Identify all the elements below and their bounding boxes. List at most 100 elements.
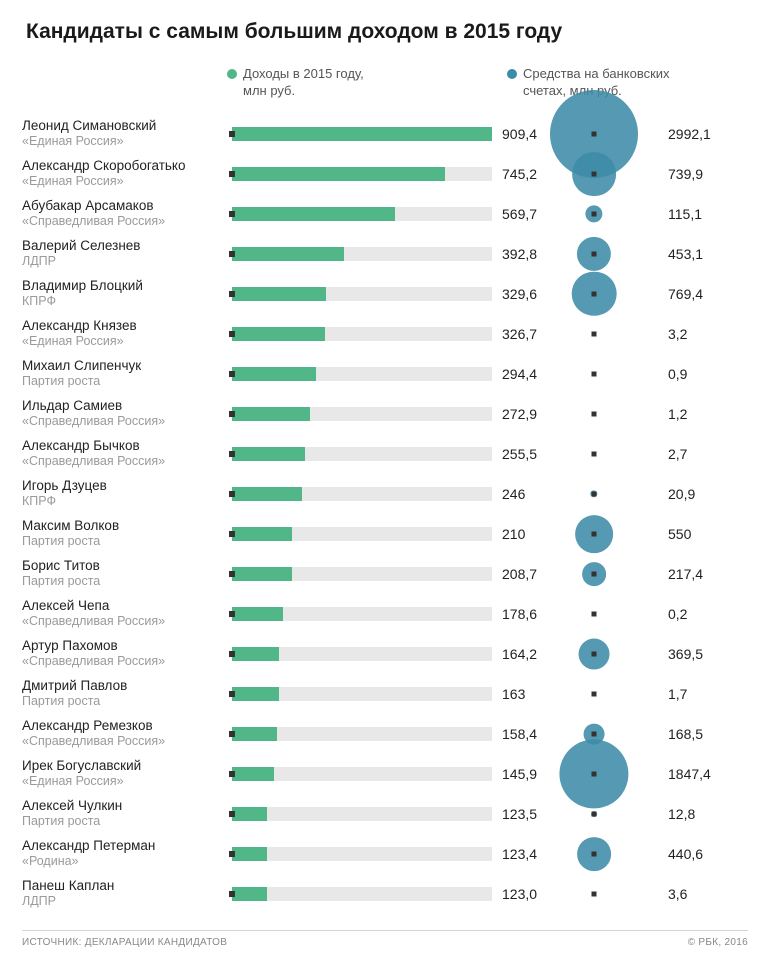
income-bar — [232, 127, 492, 141]
candidate-label: Александр Скоробогатько«Единая Россия» — [22, 158, 232, 189]
bank-bubble — [554, 874, 664, 914]
candidate-label: Александр Петерман«Родина» — [22, 838, 232, 869]
bank-bubble — [554, 234, 664, 274]
candidate-label: Александр Ремезков«Справедливая Россия» — [22, 718, 232, 749]
candidate-label: Александр Бычков«Справедливая Россия» — [22, 438, 232, 469]
candidate-row: Игорь ДзуцевКПРФ24620,9 — [22, 474, 748, 514]
income-value: 123,0 — [492, 886, 554, 902]
bank-bubble — [554, 514, 664, 554]
candidate-label: Дмитрий ПавловПартия роста — [22, 678, 232, 709]
legend-income-dot — [227, 69, 237, 79]
bank-value: 0,9 — [664, 366, 724, 382]
income-value: 392,8 — [492, 246, 554, 262]
candidate-row: Александр Князев«Единая Россия»326,73,2 — [22, 314, 748, 354]
candidate-row: Валерий СелезневЛДПР392,8453,1 — [22, 234, 748, 274]
candidate-name: Абубакар Арсамаков — [22, 198, 224, 214]
bank-value: 168,5 — [664, 726, 724, 742]
income-bar — [232, 487, 492, 501]
income-bar — [232, 407, 492, 421]
bank-value: 217,4 — [664, 566, 724, 582]
bank-value: 369,5 — [664, 646, 724, 662]
candidate-name: Дмитрий Павлов — [22, 678, 224, 694]
candidate-party: «Справедливая Россия» — [22, 734, 224, 749]
candidate-row: Владимир БлоцкийКПРФ 329,6 769,4 — [22, 274, 748, 314]
candidate-row: Александр Ремезков«Справедливая Россия» 1… — [22, 714, 748, 754]
candidate-name: Александр Бычков — [22, 438, 224, 454]
candidate-name: Максим Волков — [22, 518, 224, 534]
candidate-label: Игорь ДзуцевКПРФ — [22, 478, 232, 509]
candidate-label: Владимир БлоцкийКПРФ — [22, 278, 232, 309]
bank-bubble — [554, 114, 664, 154]
candidate-name: Алексей Чулкин — [22, 798, 224, 814]
candidate-party: «Единая Россия» — [22, 334, 224, 349]
bank-bubble — [554, 394, 664, 434]
bank-value: 3,2 — [664, 326, 724, 342]
bank-bubble — [554, 674, 664, 714]
bank-bubble — [554, 274, 664, 314]
income-bar — [232, 207, 492, 221]
income-bar — [232, 727, 492, 741]
candidate-name: Борис Титов — [22, 558, 224, 574]
income-value: 158,4 — [492, 726, 554, 742]
bank-bubble — [554, 794, 664, 834]
bank-value: 2,7 — [664, 446, 724, 462]
income-value: 208,7 — [492, 566, 554, 582]
income-value: 163 — [492, 686, 554, 702]
candidate-label: Михаил СлипенчукПартия роста — [22, 358, 232, 389]
candidate-row: Леонид Симановский«Единая Россия»909,429… — [22, 114, 748, 154]
candidate-party: «Родина» — [22, 854, 224, 869]
bank-bubble — [554, 354, 664, 394]
candidate-row: Ильдар Самиев«Справедливая Россия»272,91… — [22, 394, 748, 434]
bank-value: 0,2 — [664, 606, 724, 622]
income-value: 145,9 — [492, 766, 554, 782]
candidate-party: ЛДПР — [22, 254, 224, 269]
income-bar — [232, 447, 492, 461]
candidate-party: «Справедливая Россия» — [22, 214, 224, 229]
bank-value: 1,7 — [664, 686, 724, 702]
income-value: 745,2 — [492, 166, 554, 182]
candidate-row: Абубакар Арсамаков«Справедливая Россия» 5… — [22, 194, 748, 234]
income-bar — [232, 287, 492, 301]
candidate-party: «Единая Россия» — [22, 174, 224, 189]
candidate-label: Алексей Чепа«Справедливая Россия» — [22, 598, 232, 629]
bank-bubble — [554, 314, 664, 354]
bank-value: 769,4 — [664, 286, 724, 302]
income-bar — [232, 327, 492, 341]
legend-income: Доходы в 2015 году,млн руб. — [227, 66, 487, 100]
legend-income-label: Доходы в 2015 году,млн руб. — [243, 66, 364, 100]
candidate-name: Леонид Симановский — [22, 118, 224, 134]
income-bar — [232, 887, 492, 901]
candidate-party: Партия роста — [22, 534, 224, 549]
candidate-label: Леонид Симановский«Единая Россия» — [22, 118, 232, 149]
income-value: 246 — [492, 486, 554, 502]
candidate-row: Максим ВолковПартия роста210550 — [22, 514, 748, 554]
bank-value: 115,1 — [664, 206, 724, 222]
bank-bubble — [554, 554, 664, 594]
income-value: 210 — [492, 526, 554, 542]
candidate-name: Александр Князев — [22, 318, 224, 334]
bank-bubble — [554, 754, 664, 794]
candidate-row: Александр Петерман«Родина»123,4440,6 — [22, 834, 748, 874]
candidate-row: Алексей Чепа«Справедливая Россия»178,60,… — [22, 594, 748, 634]
candidate-row: Александр Скоробогатько«Единая Россия» 74… — [22, 154, 748, 194]
income-bar — [232, 527, 492, 541]
legend-bank-dot — [507, 69, 517, 79]
candidate-label: Валерий СелезневЛДПР — [22, 238, 232, 269]
bank-value: 12,8 — [664, 806, 724, 822]
candidate-name: Михаил Слипенчук — [22, 358, 224, 374]
candidate-party: «Единая Россия» — [22, 134, 224, 149]
candidate-name: Ильдар Самиев — [22, 398, 224, 414]
candidate-name: Артур Пахомов — [22, 638, 224, 654]
income-bar — [232, 247, 492, 261]
bank-value: 1,2 — [664, 406, 724, 422]
candidate-row: Александр Бычков«Справедливая Россия»255… — [22, 434, 748, 474]
bank-bubble — [554, 154, 664, 194]
income-value: 329,6 — [492, 286, 554, 302]
candidate-party: Партия роста — [22, 814, 224, 829]
income-value: 569,7 — [492, 206, 554, 222]
bank-bubble — [554, 474, 664, 514]
candidate-party: «Единая Россия» — [22, 774, 224, 789]
candidate-name: Александр Скоробогатько — [22, 158, 224, 174]
candidate-name: Панеш Каплан — [22, 878, 224, 894]
candidate-party: Партия роста — [22, 374, 224, 389]
